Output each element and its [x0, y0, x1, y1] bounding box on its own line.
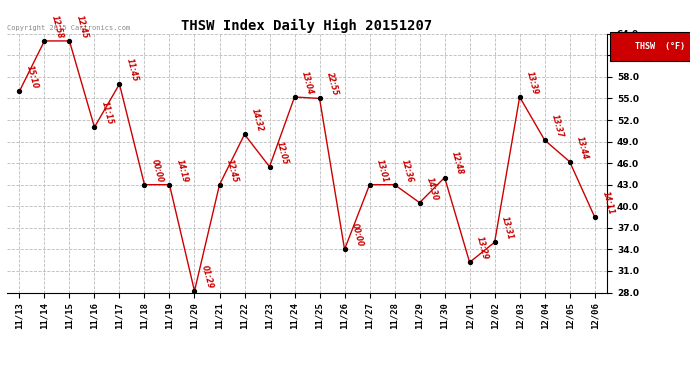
- Text: 12:45: 12:45: [225, 158, 240, 183]
- Point: [114, 81, 125, 87]
- Text: 22:55: 22:55: [325, 72, 340, 97]
- Point: [164, 182, 175, 188]
- Point: [64, 38, 75, 44]
- Text: 11:45: 11:45: [125, 57, 140, 82]
- Point: [289, 94, 300, 100]
- Point: [464, 259, 475, 265]
- Point: [314, 96, 325, 102]
- Text: 00:00: 00:00: [150, 158, 165, 183]
- Point: [239, 131, 250, 137]
- Text: Copyright 2015 Cartronics.com: Copyright 2015 Cartronics.com: [7, 25, 130, 31]
- Text: 00:00: 00:00: [350, 222, 365, 248]
- Point: [414, 200, 425, 206]
- Text: 14:19: 14:19: [175, 158, 190, 183]
- Point: [389, 182, 400, 188]
- Point: [514, 94, 525, 100]
- Text: 13:44: 13:44: [575, 135, 590, 160]
- Text: 12:48: 12:48: [450, 151, 465, 176]
- Point: [539, 137, 550, 143]
- Text: 13:39: 13:39: [525, 70, 540, 96]
- Text: 01:29: 01:29: [200, 264, 215, 290]
- Text: 14:30: 14:30: [425, 176, 440, 201]
- Point: [189, 288, 200, 294]
- Text: 12:58: 12:58: [50, 14, 65, 39]
- Text: 12:36: 12:36: [400, 158, 415, 183]
- Text: 15:10: 15:10: [25, 64, 40, 90]
- Point: [139, 182, 150, 188]
- Point: [589, 214, 600, 220]
- Text: THSW  (°F): THSW (°F): [635, 42, 684, 51]
- Text: 12:05: 12:05: [275, 140, 290, 165]
- Point: [339, 246, 350, 252]
- Point: [89, 124, 100, 130]
- Title: THSW Index Daily High 20151207: THSW Index Daily High 20151207: [181, 18, 433, 33]
- Text: 12:45: 12:45: [75, 14, 90, 39]
- Text: 11:15: 11:15: [100, 100, 115, 126]
- Point: [14, 88, 25, 94]
- Text: 13:01: 13:01: [375, 158, 390, 183]
- Point: [564, 159, 575, 165]
- Point: [489, 239, 500, 245]
- Text: 13:29: 13:29: [475, 236, 490, 261]
- Text: 14:11: 14:11: [600, 190, 615, 216]
- Point: [364, 182, 375, 188]
- FancyBboxPatch shape: [610, 33, 690, 61]
- Text: 13:04: 13:04: [300, 70, 315, 96]
- Point: [214, 182, 225, 188]
- Text: 13:37: 13:37: [550, 113, 565, 139]
- Point: [439, 174, 450, 180]
- Point: [39, 38, 50, 44]
- Text: 14:32: 14:32: [250, 108, 265, 133]
- Point: [264, 164, 275, 170]
- Text: 13:31: 13:31: [500, 215, 515, 241]
